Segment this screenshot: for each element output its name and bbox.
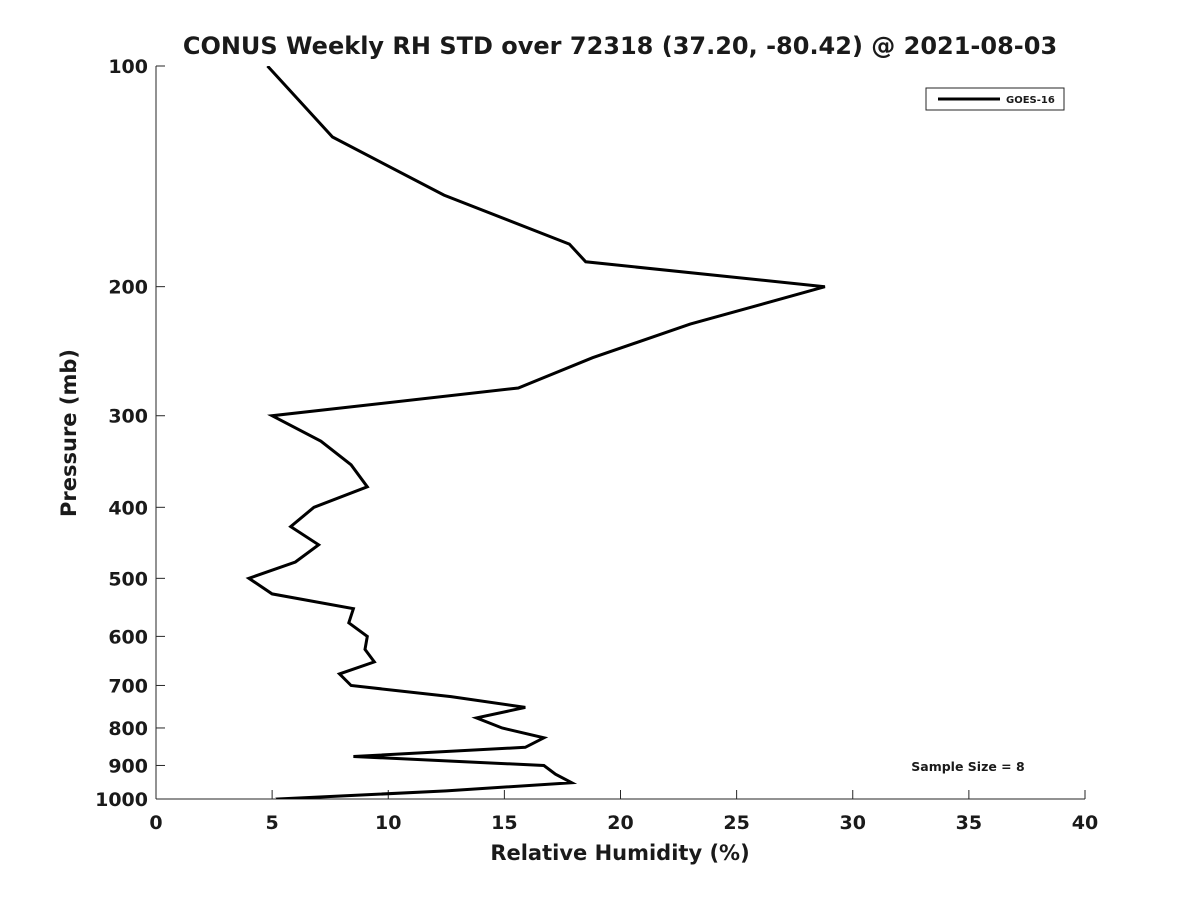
x-tick-label: 10 (375, 812, 401, 834)
y-tick-label: 100 (108, 56, 148, 78)
series-layer (245, 66, 826, 799)
x-tick-label: 0 (149, 812, 162, 834)
x-axis: 0 5 10 15 20 25 30 35 40 (149, 790, 1098, 834)
x-tick-label: 40 (1072, 812, 1098, 834)
y-tick-label: 900 (108, 755, 148, 777)
y-axis: 100 200 300 400 500 600 700 800 900 1000 (95, 56, 165, 811)
x-tick-label: 20 (607, 812, 633, 834)
sample-size-annotation: Sample Size = 8 (911, 759, 1024, 774)
y-tick-label: 400 (108, 497, 148, 519)
x-tick-label: 35 (956, 812, 982, 834)
series-line-goes-16 (245, 66, 826, 799)
y-tick-label: 300 (108, 406, 148, 428)
x-tick-label: 5 (266, 812, 279, 834)
x-tick-label: 30 (840, 812, 866, 834)
y-tick-label: 800 (108, 718, 148, 740)
legend-label: GOES-16 (1006, 95, 1055, 106)
y-axis-label: Pressure (mb) (57, 349, 81, 517)
x-axis-label: Relative Humidity (%) (490, 841, 749, 865)
x-tick-label: 25 (723, 812, 749, 834)
legend: GOES-16 (925, 87, 1065, 111)
chart-title: CONUS Weekly RH STD over 72318 (37.20, -… (183, 32, 1057, 60)
x-tick-label: 15 (491, 812, 517, 834)
y-tick-label: 500 (108, 568, 148, 590)
y-tick-label: 700 (108, 675, 148, 697)
y-tick-label: 1000 (95, 789, 148, 811)
y-tick-label: 200 (108, 277, 148, 299)
y-tick-label: 600 (108, 626, 148, 648)
